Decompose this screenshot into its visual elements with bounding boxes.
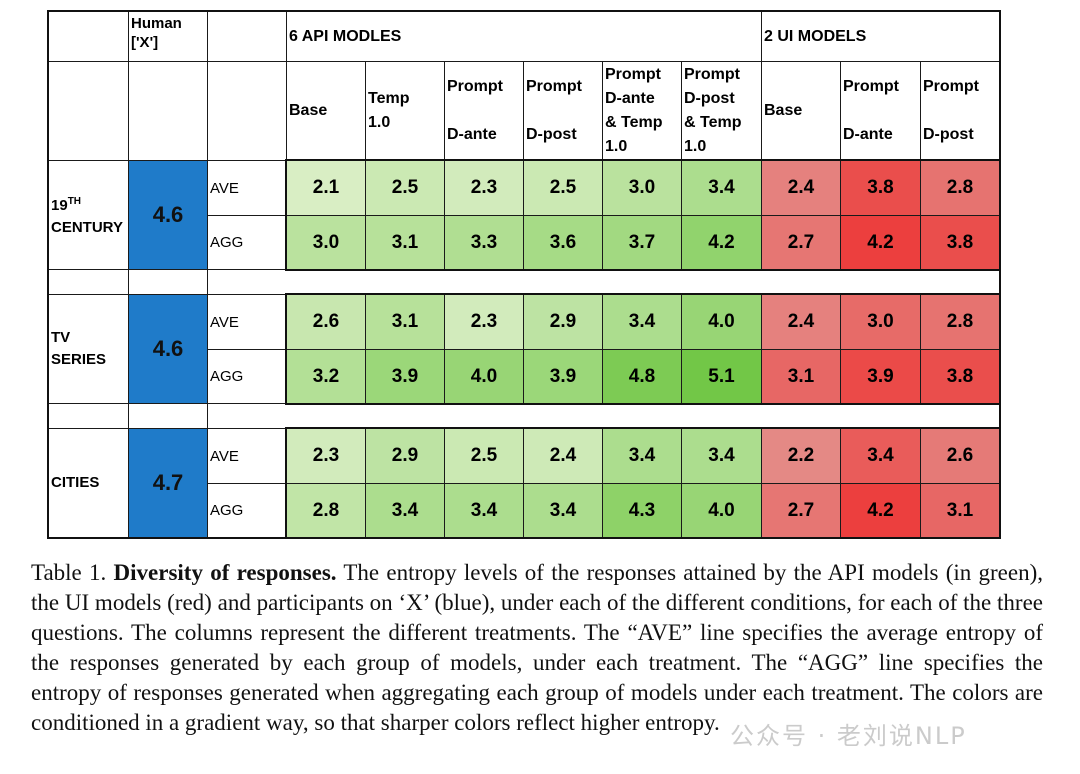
ui-value-cell: 2.8 (920, 294, 1000, 350)
ui-value-cell: 2.8 (920, 160, 1000, 216)
ui-value-cell: 3.1 (920, 483, 1000, 538)
ui-value-cell: 2.7 (761, 483, 841, 538)
api-column-header: Prompt D-ante (444, 61, 524, 161)
spacer-cell (207, 403, 1000, 429)
ui-value-cell: 2.6 (920, 428, 1000, 484)
caption-title: Diversity of responses. (113, 560, 337, 585)
group-label: 19TH CENTURY (48, 160, 129, 270)
spacer-cell (207, 269, 1000, 295)
group-label: TV SERIES (48, 294, 129, 404)
ui-value-cell: 3.0 (840, 294, 921, 350)
api-value-cell: 2.1 (286, 160, 366, 216)
api-value-cell: 2.9 (365, 428, 445, 484)
group-name: 19 (51, 197, 68, 214)
row-label: AVE (207, 160, 287, 216)
spacer-cell (48, 403, 129, 429)
group-label: CITIES (48, 428, 129, 538)
caption-body: The entropy levels of the responses atta… (31, 560, 1043, 735)
human-value: 4.7 (128, 428, 208, 538)
header-empty-cell (48, 11, 129, 62)
api-value-cell: 3.4 (681, 428, 762, 484)
api-value-cell: 3.1 (365, 215, 445, 270)
api-value-cell: 3.1 (365, 294, 445, 350)
spacer-cell (128, 403, 208, 429)
api-value-cell: 3.4 (365, 483, 445, 538)
ui-column-header: Prompt D-post (920, 61, 1000, 161)
api-value-cell: 2.9 (523, 294, 603, 350)
row-label: AGG (207, 215, 287, 270)
table-caption: Table 1. Diversity of responses. The ent… (31, 558, 1043, 738)
api-value-cell: 4.3 (602, 483, 682, 538)
ui-value-cell: 3.8 (920, 349, 1000, 404)
ui-value-cell: 3.1 (761, 349, 841, 404)
api-value-cell: 4.0 (444, 349, 524, 404)
api-value-cell: 3.9 (365, 349, 445, 404)
api-value-cell: 4.0 (681, 483, 762, 538)
ui-value-cell: 4.2 (840, 215, 921, 270)
api-value-cell: 2.5 (365, 160, 445, 216)
group-name-rest: CENTURY (51, 219, 123, 236)
row-label: AVE (207, 428, 287, 484)
api-column-header: Prompt D-post & Temp 1.0 (681, 61, 762, 161)
ui-value-cell: 2.4 (761, 294, 841, 350)
api-value-cell: 3.2 (286, 349, 366, 404)
ui-value-cell: 2.2 (761, 428, 841, 484)
spacer-cell (128, 269, 208, 295)
api-value-cell: 3.7 (602, 215, 682, 270)
ui-value-cell: 4.2 (840, 483, 921, 538)
api-value-cell: 2.6 (286, 294, 366, 350)
human-value: 4.6 (128, 294, 208, 404)
api-value-cell: 2.5 (444, 428, 524, 484)
api-value-cell: 3.4 (602, 428, 682, 484)
api-value-cell: 2.4 (523, 428, 603, 484)
group-name: CITIES (51, 474, 100, 491)
group-name-superscript: TH (67, 196, 82, 207)
api-value-cell: 2.5 (523, 160, 603, 216)
api-value-cell: 5.1 (681, 349, 762, 404)
row-label: AGG (207, 483, 287, 538)
ui-value-cell: 2.7 (761, 215, 841, 270)
api-value-cell: 3.3 (444, 215, 524, 270)
watermark: 公众号 · 老刘说NLP (730, 722, 967, 750)
row-label: AVE (207, 294, 287, 350)
row-label: AGG (207, 349, 287, 404)
header-empty-cell (207, 11, 287, 62)
human-header: Human ['X'] (128, 11, 208, 62)
api-value-cell: 3.4 (681, 160, 762, 216)
api-value-cell: 3.0 (286, 215, 366, 270)
ui-models-group-header: 2 UI MODELS (761, 11, 1000, 62)
human-value: 4.6 (128, 160, 208, 270)
api-column-header: Prompt D-post (523, 61, 603, 161)
api-value-cell: 3.4 (523, 483, 603, 538)
api-value-cell: 2.8 (286, 483, 366, 538)
api-column-header: Temp 1.0 (365, 61, 445, 161)
api-value-cell: 3.0 (602, 160, 682, 216)
api-value-cell: 3.6 (523, 215, 603, 270)
caption-prefix: Table 1. (31, 560, 114, 585)
ui-value-cell: 3.9 (840, 349, 921, 404)
header-empty-cell (48, 61, 129, 161)
group-name: TV SERIES (51, 329, 107, 368)
api-value-cell: 2.3 (444, 160, 524, 216)
api-value-cell: 2.3 (444, 294, 524, 350)
api-value-cell: 2.3 (286, 428, 366, 484)
ui-column-header: Base (761, 61, 841, 161)
header-empty-cell (207, 61, 287, 161)
api-value-cell: 3.9 (523, 349, 603, 404)
ui-value-cell: 3.4 (840, 428, 921, 484)
ui-value-cell: 3.8 (840, 160, 921, 216)
api-value-cell: 3.4 (444, 483, 524, 538)
api-value-cell: 4.2 (681, 215, 762, 270)
api-column-header: Prompt D-ante & Temp 1.0 (602, 61, 682, 161)
spacer-cell (48, 269, 129, 295)
ui-value-cell: 2.4 (761, 160, 841, 216)
api-value-cell: 3.4 (602, 294, 682, 350)
api-column-header: Base (286, 61, 366, 161)
header-empty-cell (128, 61, 208, 161)
api-value-cell: 4.8 (602, 349, 682, 404)
ui-value-cell: 3.8 (920, 215, 1000, 270)
api-models-group-header: 6 API MODLES (286, 11, 762, 62)
api-value-cell: 4.0 (681, 294, 762, 350)
ui-column-header: Prompt D-ante (840, 61, 921, 161)
